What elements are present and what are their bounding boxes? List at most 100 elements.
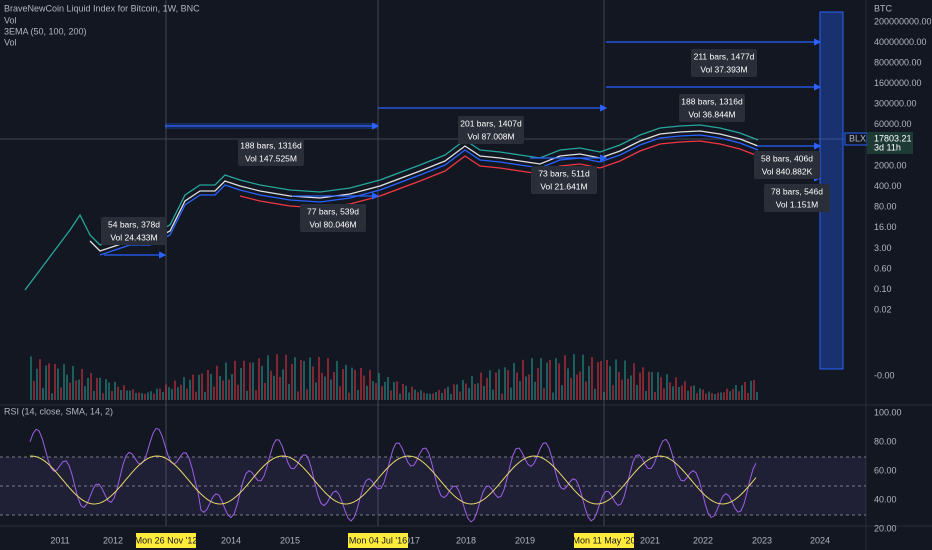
volume-bar — [753, 380, 755, 400]
annotation-box — [691, 49, 757, 77]
volume-bar — [489, 370, 491, 400]
annotation-bars: 211 bars, 1477d — [694, 51, 755, 61]
volume-bar — [744, 382, 746, 400]
volume-bar — [216, 365, 218, 400]
volume-bar — [384, 381, 386, 400]
volume-bar — [342, 368, 344, 400]
volume-bar — [264, 382, 266, 400]
indicator: Vol — [4, 37, 17, 47]
countdown: 3d 11h — [874, 142, 901, 152]
annotation: 77 bars, 539d Vol 80.046M — [300, 204, 366, 232]
volume-bar — [552, 392, 554, 400]
volume-bar — [462, 380, 464, 400]
unit: BTC — [874, 3, 893, 13]
price-label: 0.02 — [874, 305, 892, 315]
volume-bar — [399, 393, 401, 400]
volume-bar — [96, 377, 98, 400]
volume-bar — [450, 393, 452, 400]
volume-bar — [732, 389, 734, 400]
volume-bar — [279, 376, 281, 400]
volume-bar — [285, 354, 287, 400]
volume-bar — [381, 386, 383, 400]
volume-bar — [492, 389, 494, 400]
volume-bar — [363, 375, 365, 400]
volume-bar — [195, 391, 197, 400]
price-label: 0.60 — [874, 263, 892, 273]
price-label: 40000000.00 — [874, 37, 927, 47]
volume-bar — [48, 363, 50, 400]
volume-bar — [225, 362, 227, 400]
volume-bar — [87, 377, 89, 400]
time-label: 2023 — [752, 535, 772, 545]
volume-bar — [483, 386, 485, 400]
volume — [30, 354, 758, 400]
volume-bar — [534, 381, 536, 400]
volume-bar — [63, 364, 65, 400]
volume-bar — [378, 372, 380, 400]
volume-bar — [180, 384, 182, 400]
volume-bar — [282, 369, 284, 400]
annotation: 188 bars, 1316d Vol 36.844M — [679, 94, 745, 122]
rsi-axis-label: 20.00 — [874, 523, 897, 533]
title: BraveNewCoin Liquid Index for Bitcoin, 1… — [4, 3, 200, 13]
annotation: 211 bars, 1477d Vol 37.393M — [691, 49, 757, 77]
volume-bar — [111, 390, 113, 400]
volume-bar — [108, 382, 110, 400]
volume-bar — [690, 386, 692, 400]
annotation-bars: 201 bars, 1407d — [460, 118, 522, 128]
volume-bar — [618, 372, 620, 400]
volume-bar — [657, 372, 659, 400]
volume-bar — [672, 386, 674, 400]
volume-bar — [30, 356, 32, 400]
volume-bar — [573, 354, 575, 400]
volume-bar — [633, 363, 635, 400]
volume-bar — [720, 392, 722, 400]
time-label: 2017 — [400, 535, 420, 545]
volume-bar — [696, 393, 698, 400]
volume-bar — [69, 382, 71, 400]
volume-bar — [651, 372, 653, 400]
volume-bar — [372, 381, 374, 400]
volume-bar — [114, 381, 116, 400]
rsi-ma — [29, 455, 757, 505]
volume-bar — [756, 391, 758, 400]
volume-bar — [708, 391, 710, 400]
volume-bar — [705, 393, 707, 400]
volume-bar — [501, 393, 503, 400]
ema-100 — [99, 134, 759, 256]
annotation-box — [764, 184, 830, 212]
volume-bar — [309, 357, 311, 400]
volume-bar — [141, 393, 143, 400]
volume-bar — [624, 360, 626, 400]
volume-bar — [444, 388, 446, 400]
volume-bar — [564, 355, 566, 400]
volume-bar — [663, 388, 665, 400]
volume-bar — [714, 393, 716, 400]
volume-bar — [348, 392, 350, 400]
volume-bar — [741, 385, 743, 400]
volume-bar — [654, 392, 656, 400]
volume-bar — [420, 390, 422, 400]
volume-bar — [120, 389, 122, 400]
volume-bar — [255, 390, 257, 400]
volume-bar — [51, 393, 53, 400]
time-label: 2022 — [693, 535, 713, 545]
volume-bar — [681, 385, 683, 400]
volume-bar — [645, 390, 647, 400]
volume-bar — [510, 387, 512, 400]
annotation-vol: Vol 24.433M — [110, 232, 157, 242]
rsi-axis-label: 40.00 — [874, 494, 897, 504]
volume-bar — [339, 386, 341, 400]
volume-bar — [555, 358, 557, 400]
volume-bar — [93, 390, 95, 400]
volume-bar — [426, 393, 428, 400]
volume-bar — [219, 375, 221, 400]
volume-bar — [615, 359, 617, 400]
volume-bar — [72, 365, 74, 400]
volume-bar — [609, 366, 611, 400]
volume-bar — [630, 375, 632, 400]
price-label: 3.00 — [874, 243, 892, 253]
volume-bar — [570, 377, 572, 400]
annotation-bars: 188 bars, 1316d — [240, 140, 302, 150]
volume-bar — [726, 388, 728, 400]
